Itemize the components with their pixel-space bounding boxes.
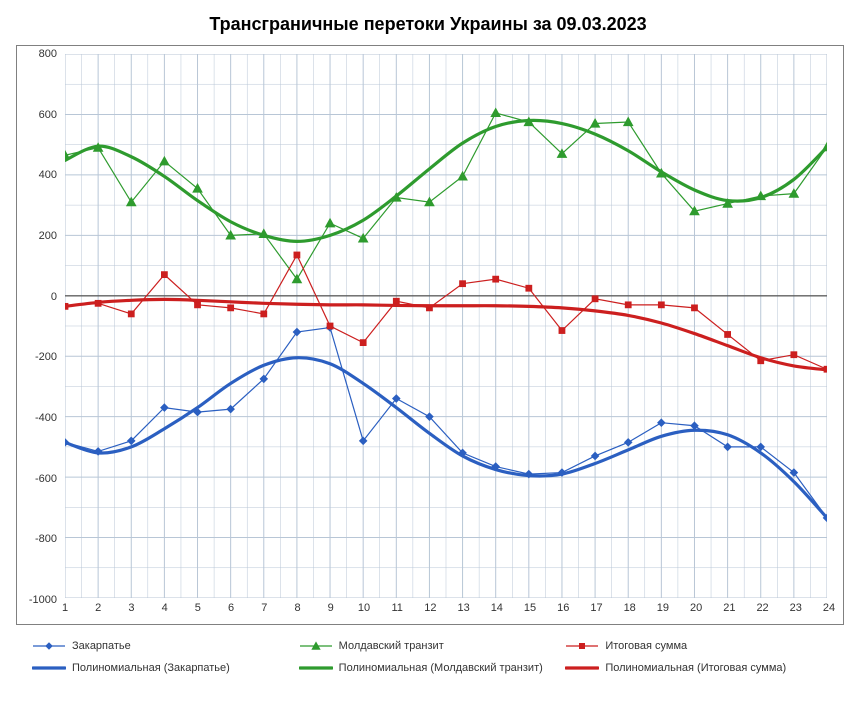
legend-label: Итоговая сумма (605, 640, 687, 652)
y-axis-labels: -1000 -800 -600 -400 -200 0 200 400 600 800 (17, 46, 61, 624)
legend-label: Полиномиальная (Молдавский транзит) (339, 662, 543, 674)
legend-label: Молдавский транзит (339, 640, 444, 652)
x-tick-label: 19 (657, 602, 669, 614)
x-tick-label: 1 (62, 602, 68, 614)
legend-swatch (32, 661, 66, 675)
legend-swatch (32, 639, 66, 653)
x-tick-label: 11 (391, 602, 402, 614)
legend-item: Полиномиальная (Молдавский транзит) (299, 661, 558, 675)
legend-item: Закарпатье (32, 639, 291, 653)
x-axis-labels: 123456789101112131415161718192021222324 (65, 602, 827, 618)
x-tick-label: 9 (328, 602, 334, 614)
legend-label: Закарпатье (72, 640, 131, 652)
y-tick-label: 0 (17, 291, 57, 303)
y-tick-label: 800 (17, 48, 57, 60)
legend-item: Итоговая сумма (565, 639, 824, 653)
chart-container: Трансграничные перетоки Украины за 09.03… (0, 0, 856, 720)
y-tick-label: -800 (17, 533, 57, 545)
x-tick-label: 2 (95, 602, 101, 614)
x-tick-label: 12 (424, 602, 436, 614)
x-tick-label: 16 (557, 602, 569, 614)
legend-swatch (299, 661, 333, 675)
x-tick-label: 3 (128, 602, 134, 614)
legend-swatch (565, 661, 599, 675)
legend-swatch (565, 639, 599, 653)
legend-item: Молдавский транзит (299, 639, 558, 653)
x-tick-label: 13 (457, 602, 469, 614)
y-tick-label: -200 (17, 351, 57, 363)
x-tick-label: 17 (590, 602, 602, 614)
legend: Закарпатье Молдавский транзит Итоговая сум… (12, 635, 844, 679)
plot-area (65, 54, 827, 598)
x-tick-label: 14 (491, 602, 503, 614)
x-tick-label: 7 (261, 602, 267, 614)
x-tick-label: 8 (294, 602, 300, 614)
y-tick-label: 200 (17, 230, 57, 242)
legend-label: Полиномиальная (Закарпатье) (72, 662, 230, 674)
plot-frame: -1000-800-600-400-2000200400600800 12345… (16, 45, 844, 625)
legend-item: Полиномиальная (Итоговая сумма) (565, 661, 824, 675)
x-tick-label: 18 (624, 602, 636, 614)
x-tick-label: 20 (690, 602, 702, 614)
y-tick-label: -400 (17, 412, 57, 424)
x-tick-label: 10 (358, 602, 370, 614)
plot-svg (65, 54, 827, 598)
legend-item: Полиномиальная (Закарпатье) (32, 661, 291, 675)
x-tick-label: 15 (524, 602, 536, 614)
x-tick-label: 4 (162, 602, 168, 614)
x-tick-label: 23 (790, 602, 802, 614)
legend-swatch (299, 639, 333, 653)
x-tick-label: 6 (228, 602, 234, 614)
x-tick-label: 22 (756, 602, 768, 614)
x-tick-label: 24 (823, 602, 835, 614)
y-tick-label: 400 (17, 169, 57, 181)
legend-label: Полиномиальная (Итоговая сумма) (605, 662, 786, 674)
x-tick-label: 5 (195, 602, 201, 614)
y-tick-label: -1000 (17, 594, 57, 606)
y-tick-label: -600 (17, 473, 57, 485)
x-tick-label: 21 (723, 602, 735, 614)
chart-title: Трансграничные перетоки Украины за 09.03… (12, 8, 844, 45)
y-tick-label: 600 (17, 109, 57, 121)
